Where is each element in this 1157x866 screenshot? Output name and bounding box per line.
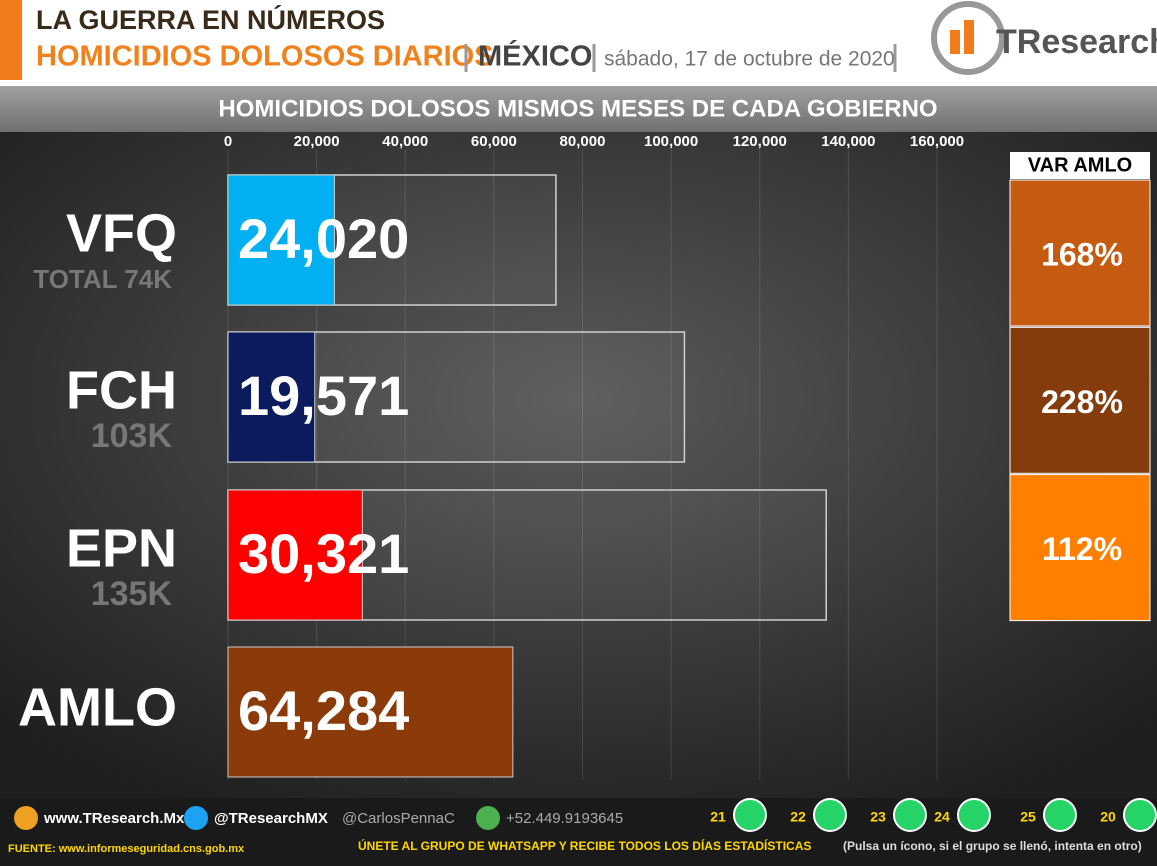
footer-web[interactable]: www.TResearch.Mx — [43, 810, 185, 827]
bar — [227, 331, 316, 463]
total-label: 135K — [91, 575, 173, 613]
bar — [227, 646, 514, 778]
header-line1: LA GUERRA EN NÚMEROS — [36, 4, 385, 35]
var-label: 228% — [1041, 384, 1123, 420]
twitter-icon — [184, 806, 208, 830]
logo-ring — [931, 1, 1005, 75]
footer-twitter2[interactable]: @CarlosPennaC — [342, 810, 455, 827]
data-label: 24,020 — [238, 207, 409, 270]
whatsapp-icon[interactable] — [813, 798, 847, 832]
header-date: sábado, 17 de octubre de 2020 — [604, 48, 895, 71]
x-tick-label: 80,000 — [560, 133, 606, 150]
bar — [227, 489, 363, 621]
whatsapp-icon[interactable] — [893, 798, 927, 832]
header-line2: HOMICIDIOS DOLOSOS DIARIOS — [36, 41, 494, 73]
whatsapp-icon[interactable] — [1123, 798, 1157, 832]
plot-bg — [0, 132, 1157, 800]
x-tick-label: 20,000 — [294, 133, 340, 150]
category-label: EPN — [66, 518, 177, 578]
chart-title: HOMICIDIOS DOLOSOS MISMOS MESES DE CADA … — [218, 95, 937, 122]
data-label: 64,284 — [238, 679, 409, 742]
bar — [227, 174, 335, 306]
web-icon — [14, 806, 38, 830]
group-number[interactable]: 22 — [790, 809, 806, 825]
footer-join: ÚNETE AL GRUPO DE WHATSAPP Y RECIBE TODO… — [358, 838, 811, 853]
var-label: 112% — [1042, 531, 1122, 567]
accent-bar — [0, 0, 22, 80]
group-number[interactable]: 25 — [1020, 809, 1036, 825]
whatsapp-icon[interactable] — [1043, 798, 1077, 832]
logo-bar — [964, 20, 974, 54]
category-label: AMLO — [18, 677, 177, 737]
footer-phone: +52.449.9193645 — [506, 810, 623, 827]
x-tick-label: 120,000 — [733, 133, 787, 150]
group-number[interactable]: 21 — [710, 809, 726, 825]
x-tick-label: 60,000 — [471, 133, 517, 150]
var-header-bg — [1010, 152, 1150, 179]
category-label: VFQ — [66, 203, 177, 263]
var-title: VAR AMLO — [1028, 154, 1132, 176]
group-number[interactable]: 24 — [934, 809, 950, 825]
total-label: 103K — [91, 417, 173, 455]
phone-icon — [476, 806, 500, 830]
whatsapp-icon[interactable] — [733, 798, 767, 832]
header-place: MÉXICO — [478, 39, 592, 73]
data-label: 30,321 — [238, 522, 409, 585]
category-label: FCH — [66, 360, 177, 420]
var-box — [1009, 179, 1151, 327]
var-label: 168% — [1041, 236, 1123, 272]
group-number[interactable]: 20 — [1100, 809, 1116, 825]
footer-twitter[interactable]: @TResearchMX — [214, 810, 328, 827]
logo-bar — [950, 30, 960, 54]
x-tick-label: 140,000 — [821, 133, 875, 150]
whatsapp-icon[interactable] — [957, 798, 991, 832]
x-tick-label: 0 — [224, 133, 232, 150]
x-tick-label: 40,000 — [382, 133, 428, 150]
x-tick-label: 160,000 — [910, 133, 964, 150]
var-box — [1009, 474, 1151, 622]
logo-text: TResearch — [996, 23, 1157, 61]
x-tick-label: 100,000 — [644, 133, 698, 150]
var-box — [1009, 326, 1151, 474]
total-label: TOTAL 74K — [33, 264, 172, 294]
footer-source: FUENTE: www.informeseguridad.cns.gob.mx — [8, 843, 245, 855]
data-label: 19,571 — [238, 364, 409, 427]
title-band — [0, 86, 1157, 132]
group-number[interactable]: 23 — [870, 809, 886, 825]
footer-hint: (Pulsa un ícono, si el grupo se llenó, i… — [843, 839, 1142, 853]
